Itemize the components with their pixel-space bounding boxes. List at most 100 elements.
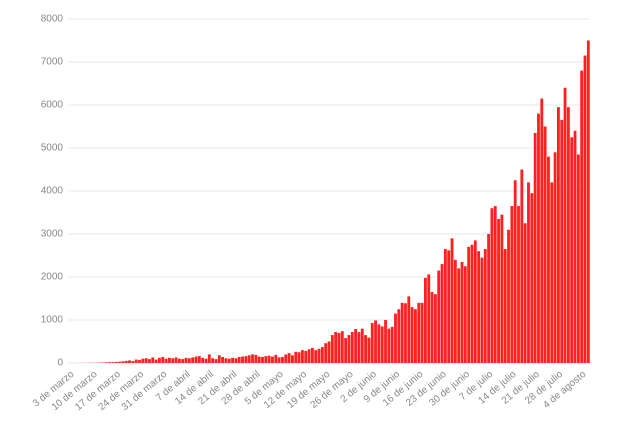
bar (400, 302, 404, 363)
bar (154, 359, 158, 363)
bar (134, 359, 138, 363)
bar (370, 323, 374, 363)
bar (487, 234, 491, 363)
y-tick-label: 4000 (41, 186, 64, 197)
bar (493, 206, 497, 363)
bar (131, 361, 135, 363)
bar (124, 360, 128, 363)
bar (517, 206, 520, 363)
bar (447, 250, 451, 363)
bar (231, 357, 234, 363)
bar (344, 338, 348, 363)
bar (284, 354, 288, 363)
bar (500, 214, 504, 363)
bar (148, 359, 151, 363)
bar (114, 361, 118, 363)
bar (221, 356, 225, 363)
bar (483, 249, 487, 363)
bar (174, 357, 178, 363)
bar (407, 296, 411, 363)
bar (397, 309, 401, 363)
y-tick-label: 5000 (41, 143, 64, 154)
bar (141, 358, 145, 363)
bar (307, 349, 311, 363)
bar (164, 358, 168, 363)
bar (580, 70, 584, 363)
bar (274, 354, 278, 363)
bar (384, 320, 387, 363)
bar (367, 337, 371, 363)
bar (550, 182, 554, 363)
bar (443, 249, 447, 363)
bar (523, 223, 527, 363)
bar (374, 320, 377, 363)
bar (503, 249, 507, 363)
bar (108, 362, 111, 363)
bar (377, 324, 381, 363)
bar (357, 332, 361, 363)
bar (390, 326, 394, 363)
bar (314, 350, 318, 363)
bar (467, 246, 471, 363)
bar (520, 169, 524, 363)
bar (364, 335, 367, 363)
bar (241, 356, 244, 363)
bar (104, 362, 108, 363)
bar (347, 335, 351, 363)
bar (281, 356, 284, 363)
bar (197, 356, 201, 363)
bar (563, 87, 567, 364)
bar (177, 358, 181, 363)
bar (576, 154, 580, 363)
bar (121, 361, 125, 363)
bar (557, 107, 560, 364)
bar (181, 359, 185, 363)
bar (187, 358, 191, 363)
bar (271, 356, 274, 363)
bar (380, 326, 384, 363)
bar (118, 361, 121, 363)
bar (320, 347, 324, 363)
bar (453, 259, 457, 363)
bar (437, 270, 441, 363)
bar (151, 357, 155, 363)
bar (261, 356, 264, 363)
bar (334, 332, 338, 363)
bar (161, 356, 165, 363)
bar (244, 356, 248, 363)
bar (350, 332, 354, 363)
bar (473, 240, 477, 363)
bar (573, 130, 577, 363)
bar (537, 113, 540, 363)
bar (330, 335, 334, 363)
bar (450, 238, 454, 363)
bar (480, 257, 484, 363)
bar (560, 120, 564, 363)
y-tick-label: 2000 (41, 272, 64, 283)
bar (304, 350, 308, 363)
bar (470, 244, 474, 363)
bar (211, 358, 215, 363)
bar (300, 350, 304, 363)
y-tick-label: 8000 (41, 14, 64, 25)
y-tick-label: 7000 (41, 57, 64, 68)
bar (291, 355, 294, 363)
bar (204, 358, 208, 363)
bar (217, 355, 221, 363)
bar (404, 303, 407, 363)
bar (201, 357, 205, 363)
bar (507, 229, 510, 363)
bar (247, 355, 251, 363)
bar (207, 354, 211, 363)
bar (324, 343, 328, 363)
bar (317, 348, 321, 363)
bar (427, 274, 431, 363)
y-tick-label: 0 (57, 358, 63, 369)
bar (214, 359, 218, 363)
bar (171, 358, 175, 363)
bar (138, 359, 141, 363)
bar (327, 341, 331, 363)
bar (354, 329, 358, 363)
